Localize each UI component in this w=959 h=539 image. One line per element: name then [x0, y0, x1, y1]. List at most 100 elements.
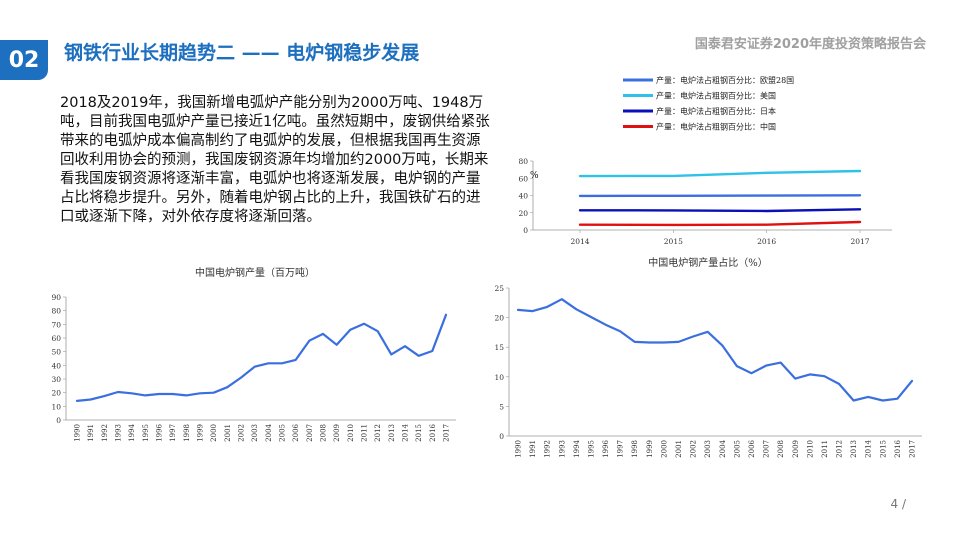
x-tick-label: 2016: [757, 237, 776, 246]
legend-label: 产量：电炉法占粗钢百分比：美国: [656, 91, 776, 101]
series-line-1: [75, 313, 448, 402]
x-tick-label: 1997: [169, 424, 177, 442]
series-line-3: [578, 208, 862, 213]
x-tick-label: 2009: [333, 424, 341, 442]
x-tick-label: 1999: [646, 440, 654, 458]
x-tick-label: 1991: [87, 424, 95, 442]
y-tick-label: 20: [518, 209, 528, 218]
y-tick-label: 50: [51, 348, 61, 357]
y-tick-label: 70: [51, 320, 61, 329]
x-tick-label: 1995: [587, 440, 595, 458]
x-tick-label: 2000: [660, 440, 668, 458]
x-tick-label: 1993: [558, 440, 566, 458]
x-tick-label: 2007: [763, 440, 771, 458]
x-tick-label: 2003: [251, 424, 259, 442]
legend-label: 产量：电炉法占粗钢百分比：欧盟28国: [656, 75, 794, 85]
y-axis-label: %: [530, 171, 539, 181]
x-tick-label: 2012: [374, 424, 382, 442]
x-tick-label: 2010: [347, 424, 355, 442]
x-tick-label: 1997: [617, 440, 625, 458]
x-tick-label: 2017: [909, 440, 917, 458]
x-tick-label: 2003: [704, 440, 712, 458]
y-tick-label: 60: [51, 334, 61, 343]
y-tick-label: 60: [518, 174, 528, 183]
x-tick-label: 2016: [429, 423, 437, 441]
x-tick-label: 2013: [850, 440, 858, 458]
y-tick-label: 0: [56, 416, 61, 425]
x-tick-label: 1996: [156, 423, 164, 441]
x-tick-label: 2011: [821, 440, 829, 458]
x-tick-label: 1991: [529, 440, 537, 458]
section-badge: 02: [0, 40, 48, 80]
chart-china-eaf-output: 中国电炉钢产量（百万吨） 0 10 20 30 40 50 60 70 80 90 1990 1991 1…: [51, 266, 456, 442]
x-tick-label: 2015: [879, 440, 887, 458]
x-tick-label: 1998: [631, 440, 639, 458]
x-tick-label: 2010: [806, 440, 814, 458]
page-title: 钢铁行业长期趋势二 —— 电炉钢稳步发展: [64, 42, 420, 64]
x-tick-label: 2015: [415, 424, 423, 442]
x-tick-label: 2004: [265, 423, 273, 441]
chart-title: 中国电炉钢产量占比（%）: [648, 256, 768, 269]
x-tick-label: 1998: [183, 424, 191, 442]
x-tick-label: 1992: [544, 440, 552, 458]
y-tick-label: 30: [51, 375, 61, 384]
x-tick-label: 2017: [850, 237, 869, 246]
chart-title: 中国电炉钢产量（百万吨）: [195, 266, 315, 279]
x-tick-label: 2005: [733, 440, 741, 458]
x-tick-label: 1996: [602, 439, 610, 457]
x-tick-label: 2005: [279, 424, 287, 442]
x-tick-label: 2009: [792, 440, 800, 458]
x-tick-label: 2014: [570, 237, 589, 246]
x-tick-label: 2015: [664, 237, 683, 246]
x-tick-label: 2013: [388, 424, 396, 442]
y-tick-label: 40: [51, 361, 61, 370]
x-tick-label: 2014: [865, 439, 873, 457]
x-tick-label: 2007: [306, 424, 314, 442]
y-tick-label: 0: [523, 226, 528, 235]
y-tick-label: 20: [51, 389, 61, 398]
y-tick-label: 80: [518, 157, 528, 166]
y-tick-label: 40: [518, 192, 528, 201]
series-line-4: [578, 220, 862, 227]
y-tick-label: 80: [51, 307, 61, 316]
x-tick-label: 2006: [748, 439, 756, 457]
series-line-1: [516, 298, 914, 402]
y-tick-label: 10: [494, 373, 504, 382]
legend-label: 产量：电炉法占粗钢百分比：中国: [656, 122, 776, 132]
x-tick-label: 2006: [292, 423, 300, 441]
y-tick-label: 25: [494, 284, 504, 293]
x-tick-label: 2017: [443, 424, 451, 442]
x-tick-label: 2014: [402, 423, 410, 441]
y-tick-label: 0: [499, 432, 504, 441]
x-tick-label: 1999: [197, 424, 205, 442]
x-tick-label: 2000: [210, 424, 218, 442]
series-line-2: [578, 169, 862, 178]
x-tick-label: 2008: [777, 440, 785, 458]
y-tick-label: 5: [499, 402, 504, 411]
x-tick-label: 1993: [115, 424, 123, 442]
x-tick-label: 1990: [515, 440, 523, 458]
legend-label: 产量：电炉法占粗钢百分比：日本: [656, 106, 776, 116]
x-tick-label: 1992: [101, 424, 109, 442]
x-tick-label: 1994: [573, 439, 581, 457]
y-tick-label: 10: [51, 402, 61, 411]
x-tick-label: 2012: [836, 440, 844, 458]
y-tick-label: 90: [51, 293, 61, 302]
page-number: 4 /: [890, 497, 907, 511]
x-tick-label: 2001: [675, 440, 683, 458]
x-tick-label: 1995: [142, 424, 150, 442]
series-line-1: [578, 194, 862, 198]
x-tick-label: 1994: [128, 423, 136, 441]
x-tick-label: 2016: [894, 439, 902, 457]
chart-china-eaf-share: 中国电炉钢产量占比（%） 0 5 10 15 20 25 1990 1991 1992 1993 19…: [494, 256, 922, 458]
x-tick-label: 2008: [320, 424, 328, 442]
x-tick-label: 1990: [74, 424, 82, 442]
body-paragraph: 2018及2019年，我国新增电弧炉产能分别为2000万吨、1948万吨，目前我…: [60, 95, 490, 225]
y-tick-label: 20: [494, 314, 504, 323]
x-tick-label: 2004: [719, 439, 727, 457]
report-name: 国泰君安证券2020年度投资策略报告会: [694, 37, 926, 52]
x-tick-label: 2001: [224, 424, 232, 442]
x-tick-label: 2002: [238, 424, 246, 442]
y-tick-label: 15: [494, 343, 504, 352]
chart-share-by-region: 0 20 40 60 80 2014 2015 2016 2017% 产量：电炉法占粗钢百分比：欧…: [518, 75, 892, 246]
